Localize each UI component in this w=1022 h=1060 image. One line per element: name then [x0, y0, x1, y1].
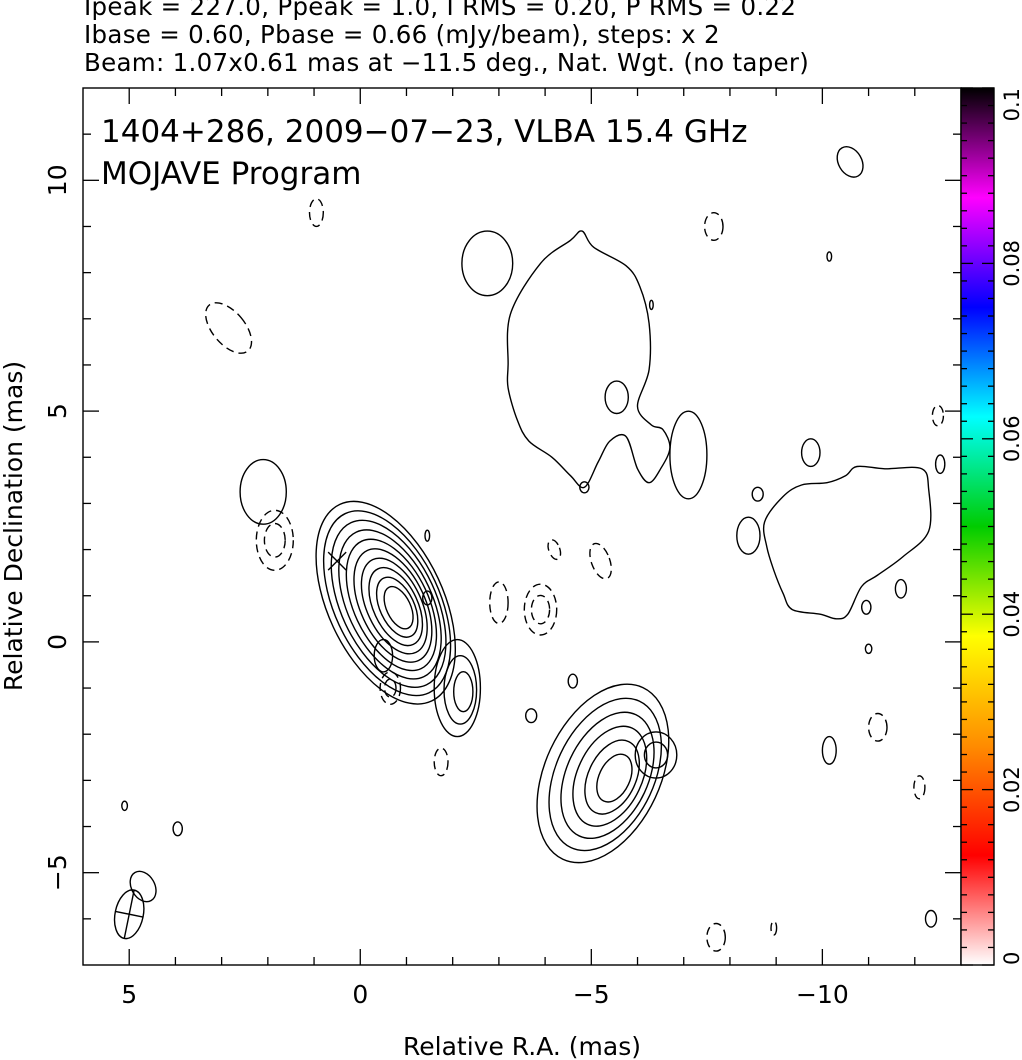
contour-level: [604, 380, 630, 415]
contour-level: [826, 251, 833, 262]
contour-level: [433, 638, 482, 738]
contour-level: [345, 538, 438, 672]
negative-contour: [931, 404, 945, 427]
beam-ellipse: [113, 889, 145, 940]
contour-level: [934, 454, 946, 475]
contour-level: [525, 708, 538, 724]
contour-level: [368, 566, 424, 647]
contour-level: [800, 438, 821, 468]
contour-level: [596, 753, 633, 803]
contour-level: [736, 516, 761, 555]
negative-contour: [703, 211, 724, 241]
contour-level: [322, 510, 452, 697]
axis-ticks: [83, 88, 961, 965]
cross-marker: [327, 551, 347, 571]
region-contour: [762, 465, 932, 620]
contour-level: [572, 725, 648, 827]
plot-background: [83, 88, 961, 965]
contour-level: [560, 711, 655, 840]
contour-level: [548, 697, 663, 852]
contour-level: [821, 735, 837, 765]
negative-contour: [433, 747, 449, 777]
negative-contour: [383, 678, 397, 698]
contour-level: [461, 230, 514, 297]
y-tick-label: 10: [43, 164, 72, 196]
contour-level: [353, 548, 433, 663]
y-axis-label: Relative Declination (mas): [0, 361, 28, 691]
negative-contour: [523, 583, 558, 636]
x-tick-label: 5: [121, 980, 137, 1009]
negative-contour: [589, 542, 613, 580]
contour-level: [421, 590, 433, 606]
contour-level: [360, 557, 428, 655]
colorbar-tick-label: 0.06: [1000, 415, 1022, 462]
negative-contour: [308, 198, 325, 228]
map-title: 1404+286, 2009−07−23, VLBA 15.4 GHz: [101, 114, 747, 150]
contour-level: [383, 585, 414, 630]
contour-level: [330, 519, 447, 688]
y-tick-label: 0: [43, 634, 72, 650]
beam-minor-axis: [115, 910, 144, 918]
contour-level: [894, 578, 908, 599]
map-subtitle: MOJAVE Program: [101, 156, 361, 192]
negative-contour: [263, 522, 286, 558]
negative-contour: [379, 671, 402, 705]
negative-contour: [488, 581, 509, 625]
contour-level: [452, 671, 474, 713]
x-tick-label: 0: [352, 980, 368, 1009]
negative-contour: [913, 775, 926, 800]
colorbar-tick-label: 0.1: [1000, 88, 1022, 121]
contour-level: [443, 655, 478, 725]
negative-contour: [867, 712, 888, 742]
contour-level: [579, 481, 590, 494]
contour-level: [924, 909, 938, 928]
contour-level: [634, 731, 678, 779]
contour-level: [172, 821, 183, 837]
colorbar-ticks: [961, 87, 994, 966]
contour-level: [751, 486, 764, 502]
y-tick-label: 5: [43, 403, 72, 419]
colorbar-tick-label: 0: [1000, 952, 1022, 965]
negative-contour: [530, 594, 551, 625]
beam-shape: [113, 889, 145, 940]
contour-level: [643, 741, 669, 769]
colorbar-tick-label: 0.04: [1000, 591, 1022, 638]
contour-level: [861, 599, 872, 615]
axis-tick-labels: 5 0 −5 −10 −5 0 5 10: [43, 164, 849, 1009]
contour-level: [239, 458, 288, 525]
contour-level: [648, 299, 654, 311]
header-stats-line: Ipeak = 227.0, Ppeak = 1.0, I RMS = 0.20…: [84, 0, 797, 21]
header-beam-line: Beam: 1.07x0.61 mas at −11.5 deg., Nat. …: [84, 48, 810, 77]
contour-level: [536, 683, 670, 864]
contour-level: [424, 529, 431, 542]
x-tick-label: −5: [573, 980, 610, 1009]
x-tick-label: −10: [796, 980, 849, 1009]
contour-level: [338, 529, 442, 680]
contour-level: [584, 739, 640, 815]
header-base-line: Ibase = 0.60, Pbase = 0.66 (mJy/beam), s…: [84, 20, 720, 49]
cross-marker-stroke: [327, 551, 347, 571]
contour-level: [373, 638, 394, 673]
colorbar-tick-label: 0.02: [1000, 766, 1022, 813]
contour-level: [315, 500, 457, 705]
negative-contour: [706, 922, 726, 952]
contour-level: [669, 410, 708, 500]
colorbar-tick-label: 0.08: [1000, 240, 1022, 287]
x-axis-label: Relative R.A. (mas): [403, 1032, 641, 1060]
negative-contour: [255, 509, 294, 571]
contour-level: [567, 673, 579, 689]
negative-contour: [204, 302, 253, 354]
colorbar-frame: [960, 87, 995, 966]
colorbar-tick-labels: 0 0.02 0.04 0.06 0.08 0.1: [1000, 88, 1022, 965]
negative-contour: [547, 539, 562, 561]
contour-components: [121, 146, 946, 952]
contour-level: [864, 643, 873, 655]
contour-level: [121, 800, 129, 812]
negative-contour: [770, 920, 778, 936]
contour-level: [836, 146, 864, 178]
y-tick-label: −5: [43, 854, 72, 891]
contour-level: [375, 576, 419, 638]
